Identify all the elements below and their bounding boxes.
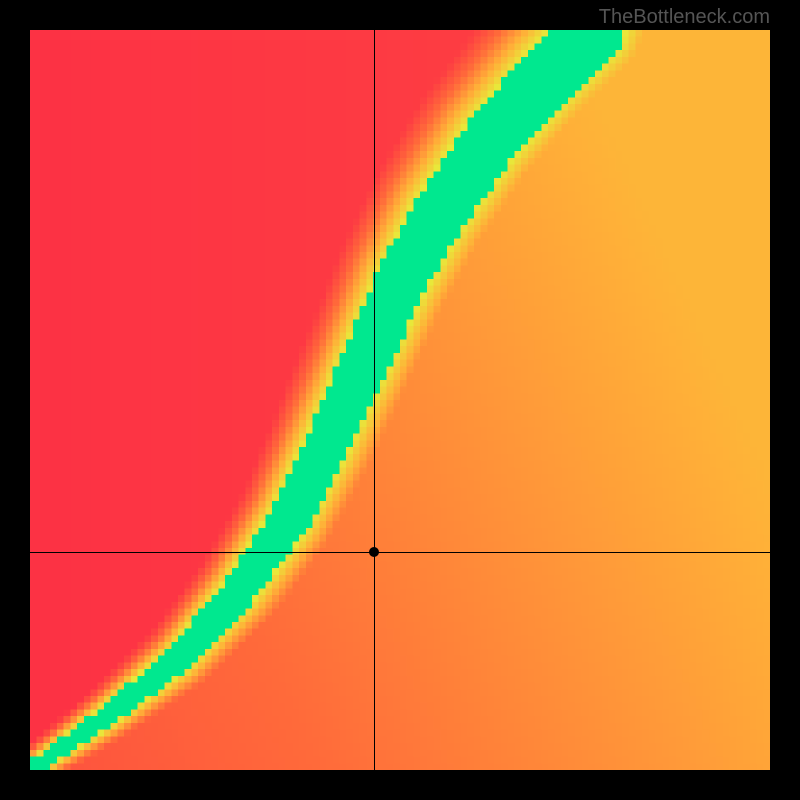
heatmap-canvas: [30, 30, 770, 770]
crosshair-vertical: [374, 30, 375, 770]
watermark-text: TheBottleneck.com: [599, 6, 770, 29]
marker-dot: [369, 547, 379, 557]
crosshair-horizontal: [30, 552, 770, 553]
heatmap-plot: [30, 30, 770, 770]
